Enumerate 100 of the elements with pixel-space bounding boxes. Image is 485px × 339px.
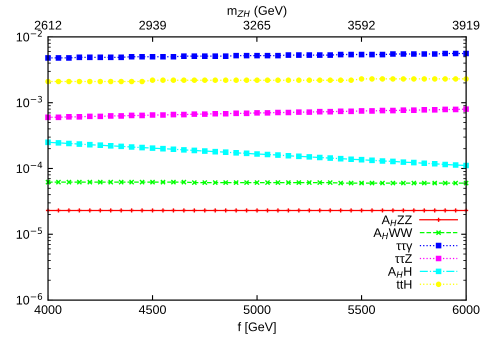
point: [108, 179, 114, 185]
point: [358, 76, 364, 82]
point: [202, 180, 208, 186]
x-tick-label: 6000: [452, 305, 480, 314]
point: [87, 179, 93, 185]
point: [369, 180, 375, 186]
point: [422, 180, 428, 186]
point: [286, 52, 292, 58]
point: [66, 179, 72, 185]
point: [442, 106, 448, 112]
point: [390, 51, 396, 57]
y-tick-label: 10$^{−2}$: [16, 30, 42, 42]
point: [452, 180, 458, 186]
point: [160, 54, 166, 60]
point: [192, 180, 198, 186]
point: [244, 180, 250, 186]
point: [264, 77, 270, 83]
point: [139, 179, 145, 185]
point: [170, 112, 176, 118]
y-tick-label: 10$^{−3}$: [16, 96, 42, 108]
point: [452, 76, 458, 82]
point: [380, 158, 386, 164]
point: [160, 77, 166, 83]
point: [181, 147, 187, 153]
point: [181, 112, 187, 118]
point: [222, 180, 228, 186]
x-tick-label: 4000: [34, 305, 62, 314]
point: [150, 112, 156, 118]
point: [87, 54, 93, 60]
point: [411, 76, 417, 82]
point: [400, 180, 406, 186]
point: [212, 77, 218, 83]
point: [348, 108, 354, 114]
point: [76, 114, 82, 120]
point: [411, 51, 417, 57]
point: [254, 180, 260, 186]
point: [76, 78, 82, 84]
point: [327, 108, 333, 114]
point: [306, 109, 312, 115]
point: [170, 77, 176, 83]
point: [348, 180, 354, 186]
point: [264, 110, 270, 116]
x-axis-title: f [GeV]: [238, 322, 276, 334]
point: [411, 160, 417, 166]
point: [150, 54, 156, 60]
point: [411, 107, 417, 113]
point: [97, 179, 104, 185]
point: [338, 52, 344, 58]
point: [87, 142, 93, 148]
point: [233, 77, 239, 83]
point: [108, 78, 114, 84]
point: [264, 52, 270, 58]
point: [76, 179, 82, 185]
x2-tick-label: 3265: [243, 20, 270, 30]
point: [369, 158, 375, 164]
point: [442, 180, 448, 186]
point: [87, 114, 93, 120]
point: [212, 110, 218, 117]
point: [128, 144, 134, 150]
point: [380, 52, 386, 58]
point: [296, 52, 302, 58]
x2-tick-label: 2612: [34, 20, 62, 30]
point: [56, 114, 62, 120]
point: [254, 110, 260, 116]
legend-label: A$_{H}$ZZ: [382, 216, 412, 226]
point: [286, 110, 292, 116]
point: [380, 180, 386, 186]
point: [118, 54, 124, 60]
point: [400, 107, 406, 113]
point: [56, 140, 62, 146]
point: [338, 180, 344, 186]
point: [296, 77, 302, 83]
y-tick-label: 10$^{−6}$: [16, 293, 42, 305]
point: [202, 77, 208, 83]
point: [400, 51, 406, 57]
point: [192, 53, 198, 59]
point: [254, 77, 260, 83]
x2-tick-label: 3592: [348, 20, 375, 30]
point: [327, 77, 333, 83]
point: [422, 76, 428, 82]
point: [66, 114, 72, 120]
point: [66, 78, 72, 84]
point: [56, 179, 62, 185]
point: [327, 52, 333, 58]
point: [275, 152, 281, 158]
point: [390, 180, 396, 186]
point: [212, 148, 218, 154]
point: [139, 144, 145, 150]
point: [97, 142, 104, 148]
point: [358, 52, 364, 58]
point: [56, 78, 62, 84]
point: [348, 77, 354, 83]
point: [202, 111, 208, 117]
legend-label: ττZ: [395, 254, 412, 263]
point: [316, 108, 323, 114]
legend-label: A$_{H}$WW: [373, 228, 412, 240]
point: [411, 180, 417, 186]
point: [432, 160, 438, 167]
point: [358, 180, 364, 186]
point: [316, 154, 323, 160]
